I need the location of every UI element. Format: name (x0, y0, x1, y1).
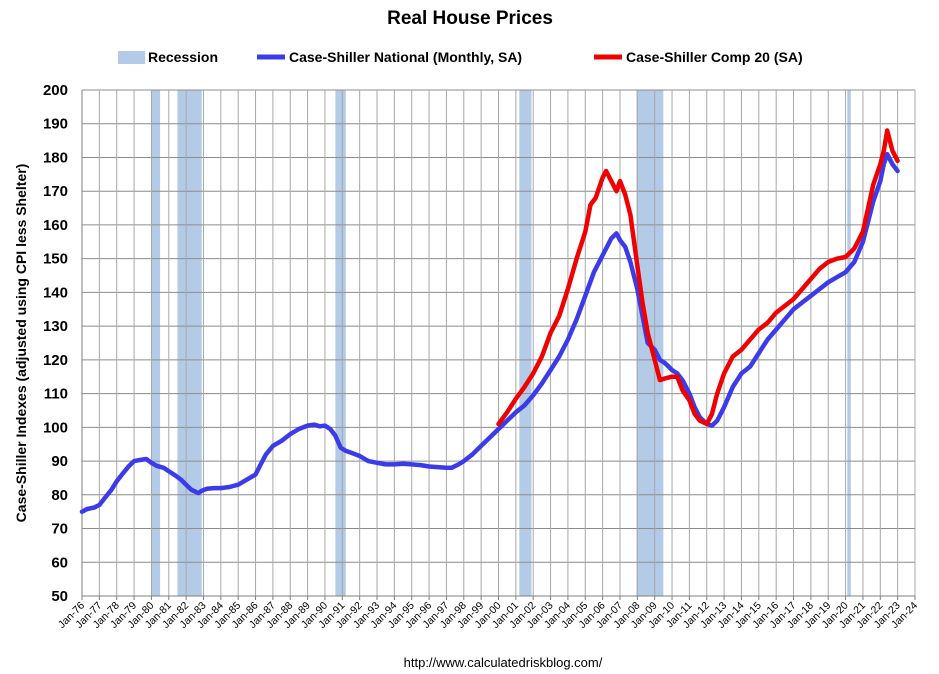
y-tick-label-14: 190 (43, 116, 68, 133)
legend-label-national: Case-Shiller National (Monthly, SA) (289, 49, 522, 65)
y-tick-label-7: 120 (43, 352, 68, 369)
recession-band-3 (519, 90, 532, 596)
y-tick-label-13: 180 (43, 149, 68, 166)
y-tick-label-4: 90 (51, 453, 68, 470)
legend-swatch-recession (118, 51, 145, 64)
y-tick-label-3: 80 (51, 487, 68, 504)
y-tick-label-11: 160 (43, 217, 68, 234)
y-tick-label-2: 70 (51, 521, 68, 538)
y-tick-label-0: 50 (51, 588, 68, 605)
recession-band-2 (335, 90, 346, 596)
recession-band-1 (177, 90, 202, 596)
source-url: http://www.calculatedriskblog.com/ (404, 655, 603, 670)
series (79, 128, 900, 514)
recession-band-5 (847, 90, 851, 596)
legend-label-recession: Recession (148, 49, 218, 65)
y-axis-label: Case-Shiller Indexes (adjusted using CPI… (13, 164, 29, 523)
series-line-comp20 (496, 128, 900, 427)
y-tick-label-9: 140 (43, 284, 68, 301)
y-tick-label-12: 170 (43, 183, 68, 200)
y-tick-label-6: 110 (44, 386, 68, 403)
recession-band-0 (151, 90, 161, 596)
recession-bands (151, 90, 851, 596)
legend: Recession Case-Shiller National (Monthly… (118, 49, 803, 65)
y-tick-label-10: 150 (43, 251, 68, 268)
legend-label-comp20: Case-Shiller Comp 20 (SA) (626, 49, 803, 65)
chart-title: Real House Prices (387, 8, 553, 29)
y-tick-label-5: 100 (43, 419, 68, 436)
series-line-national (79, 151, 900, 514)
y-tick-label-15: 200 (43, 82, 68, 99)
y-tick-label-1: 60 (51, 554, 68, 571)
y-tick-label-8: 130 (43, 318, 68, 335)
